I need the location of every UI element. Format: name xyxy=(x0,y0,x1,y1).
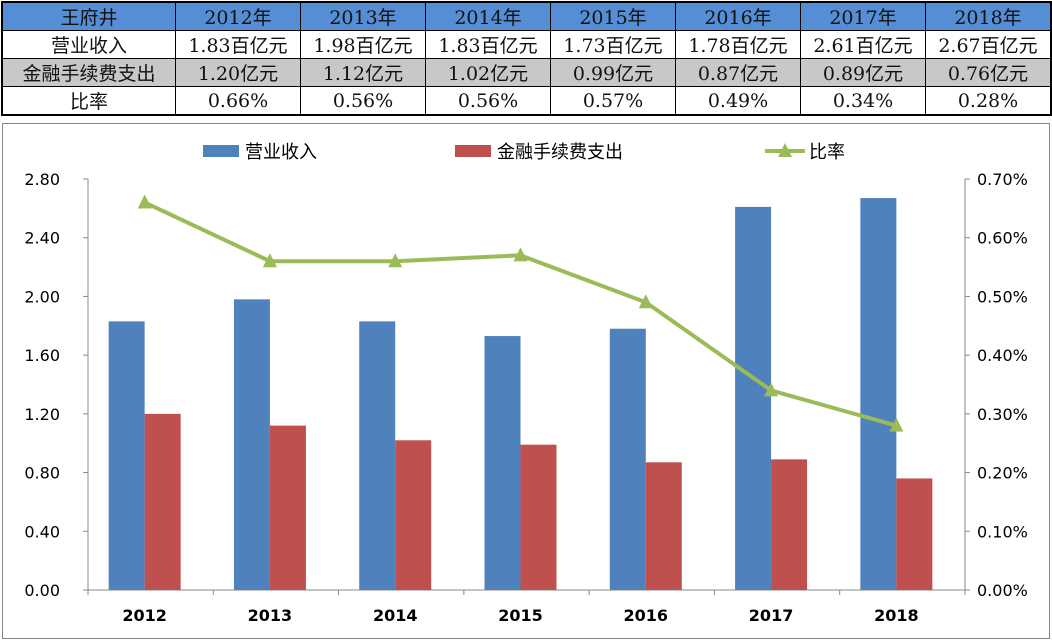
table-cell: 1.78百亿元 xyxy=(675,30,801,59)
bar-fee xyxy=(269,425,306,590)
table-header-row: 王府井 2012年 2013年 2014年 2015年 2016年 2017年 … xyxy=(1,1,1052,31)
ratio-point xyxy=(889,417,904,432)
table-cell: 0.87亿元 xyxy=(675,58,801,87)
right-tick-label: 0.50% xyxy=(977,287,1028,306)
legend-swatch xyxy=(203,145,239,157)
x-tick-label: 2018 xyxy=(874,606,919,625)
right-tick-label: 0.40% xyxy=(977,346,1028,365)
table-cell: 0.57% xyxy=(550,86,676,116)
bar-fee xyxy=(144,413,181,590)
legend-label: 比率 xyxy=(809,142,845,163)
x-tick-label: 2013 xyxy=(248,606,293,625)
x-tick-label: 2017 xyxy=(749,606,794,625)
bar-fee xyxy=(395,440,432,590)
bar-fee xyxy=(645,462,682,590)
bar-revenue xyxy=(860,198,897,590)
ratio-point xyxy=(513,247,528,262)
left-tick-label: 0.40 xyxy=(24,522,60,541)
bar-revenue xyxy=(359,321,396,590)
table-cell: 0.34% xyxy=(800,86,926,116)
table-cell: 0.28% xyxy=(925,86,1052,116)
table-cell: 2018年 xyxy=(925,1,1052,31)
legend-swatch xyxy=(455,145,491,157)
ratio-point xyxy=(638,294,653,309)
table-cell: 营业收入 xyxy=(1,30,176,59)
left-tick-label: 1.60 xyxy=(24,346,60,365)
left-tick-label: 2.40 xyxy=(24,229,60,248)
table-cell: 比率 xyxy=(1,86,176,116)
table-row: 营业收入 1.83百亿元 1.98百亿元 1.83百亿元 1.73百亿元 1.7… xyxy=(1,30,1052,59)
table-cell: 0.49% xyxy=(675,86,801,116)
left-tick-label: 0.80 xyxy=(24,464,60,483)
bar-revenue xyxy=(233,299,270,590)
left-tick-label: 0.00 xyxy=(24,581,60,600)
right-tick-label: 0.60% xyxy=(977,229,1028,248)
table-cell: 0.56% xyxy=(425,86,551,116)
bar-fee xyxy=(771,459,808,590)
right-tick-label: 0.70% xyxy=(977,170,1028,189)
x-tick-label: 2016 xyxy=(624,606,669,625)
table-cell: 0.76亿元 xyxy=(925,58,1052,87)
bar-fee xyxy=(520,444,557,590)
legend-label: 营业收入 xyxy=(245,142,317,163)
right-tick-label: 0.30% xyxy=(977,405,1028,424)
table-row: 比率 0.66% 0.56% 0.56% 0.57% 0.49% 0.34% 0… xyxy=(1,86,1052,116)
table-cell: 2017年 xyxy=(800,1,926,31)
legend-marker xyxy=(778,143,792,157)
table-cell: 0.89亿元 xyxy=(800,58,926,87)
table-cell: 1.83百亿元 xyxy=(175,30,301,59)
table-cell: 金融手续费支出 xyxy=(1,58,176,87)
table-cell: 2.67百亿元 xyxy=(925,30,1052,59)
right-tick-label: 0.10% xyxy=(977,522,1028,541)
legend-label: 金融手续费支出 xyxy=(497,142,623,163)
table-cell: 1.12亿元 xyxy=(300,58,426,87)
table-cell: 2016年 xyxy=(675,1,801,31)
table-cell: 0.56% xyxy=(300,86,426,116)
table-cell: 王府井 xyxy=(1,1,176,31)
bar-revenue xyxy=(609,328,646,590)
bar-revenue xyxy=(735,206,772,590)
table-cell: 1.83百亿元 xyxy=(425,30,551,59)
table-cell: 2014年 xyxy=(425,1,551,31)
left-tick-label: 1.20 xyxy=(24,405,60,424)
data-table: 王府井 2012年 2013年 2014年 2015年 2016年 2017年 … xyxy=(1,1,1052,116)
table-cell: 1.02亿元 xyxy=(425,58,551,87)
table-cell: 0.66% xyxy=(175,86,301,116)
ratio-point xyxy=(388,253,403,268)
bar-fee xyxy=(896,478,933,590)
x-tick-label: 2015 xyxy=(498,606,543,625)
bar-revenue xyxy=(484,336,521,590)
right-tick-label: 0.00% xyxy=(977,581,1028,600)
x-tick-label: 2012 xyxy=(122,606,167,625)
table-cell: 0.99亿元 xyxy=(550,58,676,87)
table-row: 金融手续费支出 1.20亿元 1.12亿元 1.02亿元 0.99亿元 0.87… xyxy=(1,58,1052,87)
table-cell: 1.73百亿元 xyxy=(550,30,676,59)
x-tick-label: 2014 xyxy=(373,606,418,625)
ratio-point xyxy=(764,382,779,397)
bar-revenue xyxy=(108,321,145,590)
left-tick-label: 2.80 xyxy=(24,170,60,189)
table-cell: 2012年 xyxy=(175,1,301,31)
legend: 营业收入 金融手续费支出 比率 xyxy=(203,142,845,163)
table-cell: 1.98百亿元 xyxy=(300,30,426,59)
table-cell: 2013年 xyxy=(300,1,426,31)
left-tick-label: 2.00 xyxy=(24,287,60,306)
right-tick-label: 0.20% xyxy=(977,464,1028,483)
table-cell: 1.20亿元 xyxy=(175,58,301,87)
table-cell: 2.61百亿元 xyxy=(800,30,926,59)
table-cell: 2015年 xyxy=(550,1,676,31)
ratio-point xyxy=(137,194,152,209)
combo-chart: 营业收入 金融手续费支出 比率 0.00 0.40 0.80 1.20 1.60 2.00 2.… xyxy=(2,123,1050,639)
ratio-point xyxy=(262,253,277,268)
